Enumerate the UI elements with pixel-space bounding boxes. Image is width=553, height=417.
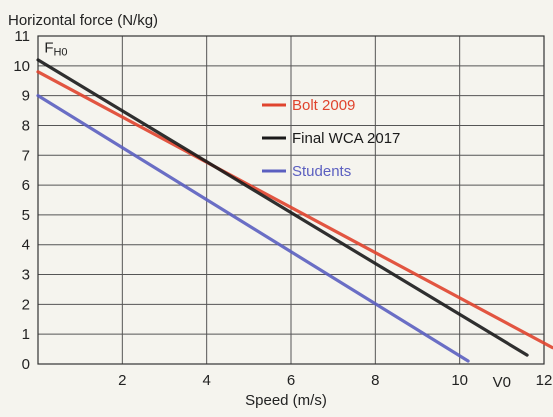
y-tick-label: 8 bbox=[22, 117, 30, 134]
y-tick-label: 3 bbox=[22, 267, 30, 284]
grid bbox=[38, 35, 545, 365]
series-line-1 bbox=[36, 70, 553, 350]
y-tick-label: 1 bbox=[22, 326, 30, 343]
y-tick-label: 7 bbox=[22, 147, 30, 164]
y-tick-labels: 0 1 2 3 4 5 6 7 8 9 10 11 bbox=[13, 28, 30, 373]
plot-border bbox=[37, 35, 545, 365]
y-tick-label: 9 bbox=[22, 88, 30, 105]
series-line-2 bbox=[36, 58, 529, 357]
series-group bbox=[36, 58, 553, 363]
y-tick-label: 4 bbox=[22, 237, 30, 254]
x-tick-label: 6 bbox=[287, 372, 295, 389]
legend-label: Bolt 2009 bbox=[292, 97, 355, 114]
y-tick-label: 5 bbox=[22, 207, 30, 224]
y-tick-label: 2 bbox=[22, 296, 30, 313]
x-tick-label: 2 bbox=[118, 372, 126, 389]
legend: Bolt 2009 Final WCA 2017 Students bbox=[262, 97, 400, 180]
x-tick-label: 10 bbox=[451, 372, 468, 389]
x-tick-label: 4 bbox=[202, 372, 210, 389]
y-tick-label: 11 bbox=[14, 28, 30, 45]
v0-annotation: V0 bbox=[493, 374, 511, 391]
x-tick-label: 12 bbox=[536, 372, 553, 389]
y-tick-label: 6 bbox=[22, 177, 30, 194]
series-line-3 bbox=[36, 93, 470, 363]
y-axis-title: Horizontal force (N/kg) bbox=[8, 12, 158, 29]
fh0-subscript: H0 bbox=[53, 46, 67, 58]
y-tick-label: 10 bbox=[13, 58, 30, 75]
x-axis-title: Speed (m/s) bbox=[245, 392, 327, 409]
legend-label: Final WCA 2017 bbox=[292, 130, 400, 147]
x-tick-label: 8 bbox=[371, 372, 379, 389]
x-tick-labels: 2 4 6 8 10 12 bbox=[118, 372, 552, 389]
legend-label: Students bbox=[292, 163, 351, 180]
y-tick-label: 0 bbox=[22, 356, 30, 373]
